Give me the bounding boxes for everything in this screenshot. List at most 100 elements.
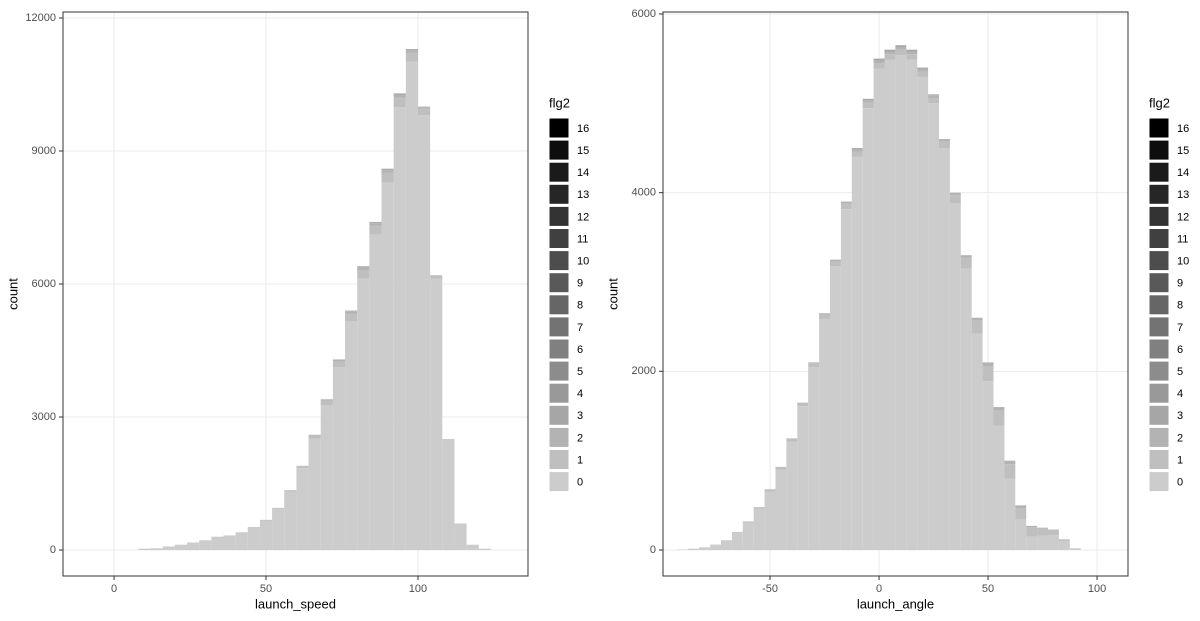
bar bbox=[928, 94, 939, 96]
bar bbox=[199, 540, 212, 551]
bar bbox=[862, 98, 874, 101]
bar bbox=[895, 45, 907, 48]
bar bbox=[949, 195, 961, 204]
legend-swatch bbox=[1148, 449, 1170, 470]
bar bbox=[223, 535, 236, 551]
bar bbox=[917, 67, 929, 69]
bar bbox=[895, 55, 907, 551]
legend-swatch bbox=[1148, 250, 1170, 272]
legend-swatch bbox=[548, 426, 570, 448]
bar bbox=[851, 148, 863, 152]
legend-label: 10 bbox=[1177, 256, 1189, 268]
bar bbox=[1037, 535, 1048, 551]
legend-label: 14 bbox=[1177, 167, 1189, 179]
legend-label: 14 bbox=[577, 167, 589, 179]
bar bbox=[1015, 505, 1027, 509]
bar bbox=[819, 314, 830, 320]
y-tick-label: 9000 bbox=[32, 145, 56, 157]
bar bbox=[1004, 460, 1016, 465]
legend-swatch bbox=[1148, 382, 1170, 404]
bar bbox=[478, 548, 491, 551]
legend-swatch bbox=[1148, 139, 1170, 161]
legend-swatch bbox=[548, 272, 570, 294]
bar bbox=[993, 407, 1005, 411]
bar bbox=[710, 545, 721, 551]
bar bbox=[993, 410, 1005, 426]
bar bbox=[829, 266, 841, 551]
bar bbox=[699, 547, 711, 551]
bar bbox=[840, 203, 852, 210]
legend-swatch bbox=[548, 228, 570, 249]
bar bbox=[928, 97, 939, 104]
bar bbox=[1004, 464, 1016, 479]
legend-label: 6 bbox=[577, 344, 583, 356]
x-tick-label: -50 bbox=[762, 583, 778, 595]
y-tick-label: 12000 bbox=[25, 12, 56, 24]
legend-swatch bbox=[548, 404, 570, 426]
bar bbox=[906, 51, 918, 55]
bar bbox=[851, 156, 863, 551]
legend-label: 4 bbox=[577, 388, 583, 400]
bar bbox=[786, 441, 798, 551]
legend-swatch bbox=[1148, 316, 1170, 338]
legend-label: 1 bbox=[577, 454, 583, 466]
bar bbox=[345, 311, 358, 314]
legend-swatch bbox=[1148, 183, 1170, 205]
bar bbox=[332, 359, 346, 362]
x-axis-title: launch_speed bbox=[255, 596, 336, 611]
bar bbox=[742, 521, 754, 523]
bar bbox=[308, 434, 321, 436]
bar bbox=[829, 261, 841, 267]
bar bbox=[296, 468, 309, 551]
bar bbox=[797, 406, 809, 551]
bar bbox=[320, 400, 333, 406]
bar bbox=[971, 317, 983, 321]
y-tick-label: 6000 bbox=[32, 278, 56, 290]
bar bbox=[764, 491, 776, 551]
bar bbox=[430, 275, 443, 279]
legend-swatch bbox=[548, 205, 570, 227]
bar bbox=[259, 520, 273, 551]
legend-swatch bbox=[548, 338, 570, 360]
bar bbox=[731, 533, 743, 551]
bar bbox=[1069, 548, 1081, 551]
bar bbox=[742, 522, 754, 551]
bar bbox=[1058, 541, 1070, 551]
bar bbox=[369, 222, 382, 224]
legend-label: 16 bbox=[1177, 123, 1189, 135]
legend-swatch bbox=[548, 183, 570, 205]
bar bbox=[1015, 508, 1027, 520]
bar bbox=[150, 548, 163, 551]
panel bbox=[663, 12, 1128, 576]
bar bbox=[369, 225, 382, 235]
y-tick-label: 2000 bbox=[632, 365, 656, 377]
bar bbox=[442, 440, 455, 551]
legend-swatch bbox=[548, 139, 570, 161]
bar bbox=[345, 313, 358, 322]
bar bbox=[1026, 525, 1038, 528]
legend-swatch bbox=[1148, 161, 1170, 183]
bar bbox=[1047, 535, 1059, 551]
bar bbox=[235, 532, 248, 551]
bar bbox=[320, 399, 333, 401]
bar bbox=[753, 507, 765, 509]
legend-swatch bbox=[1148, 338, 1170, 360]
bar bbox=[873, 63, 885, 69]
bar bbox=[308, 438, 321, 551]
y-tick-label: 0 bbox=[50, 544, 56, 556]
legend-label: 8 bbox=[577, 300, 583, 312]
bar bbox=[442, 439, 455, 441]
legend-label: 3 bbox=[577, 410, 583, 422]
bar bbox=[819, 313, 830, 315]
bar bbox=[960, 257, 972, 269]
x-tick-label: 0 bbox=[111, 583, 117, 595]
legend-swatch bbox=[1148, 360, 1170, 382]
bar bbox=[906, 54, 918, 60]
bar bbox=[393, 94, 406, 98]
bar bbox=[381, 182, 394, 551]
legend-label: 3 bbox=[1177, 410, 1183, 422]
bar bbox=[808, 367, 820, 551]
bar bbox=[982, 362, 994, 366]
legend-swatch bbox=[1148, 471, 1170, 493]
x-tick-label: 100 bbox=[1088, 583, 1106, 595]
